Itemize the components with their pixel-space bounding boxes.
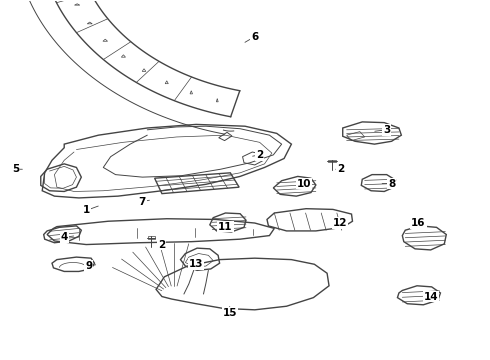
Text: 1: 1	[83, 206, 90, 216]
Text: 9: 9	[85, 261, 92, 271]
Text: 15: 15	[223, 308, 238, 318]
Text: 14: 14	[423, 292, 438, 302]
Text: 4: 4	[61, 232, 68, 242]
Text: 10: 10	[296, 179, 311, 189]
Text: 16: 16	[411, 218, 426, 228]
Text: 7: 7	[139, 197, 146, 207]
Text: 13: 13	[189, 259, 203, 269]
Text: 8: 8	[388, 179, 395, 189]
Text: 2: 2	[337, 164, 344, 174]
Text: 6: 6	[251, 32, 258, 41]
Text: 3: 3	[383, 125, 391, 135]
Text: 2: 2	[158, 239, 166, 249]
Text: 12: 12	[333, 218, 347, 228]
Text: 11: 11	[218, 222, 233, 231]
Text: 5: 5	[12, 164, 19, 174]
Text: 2: 2	[256, 150, 263, 160]
